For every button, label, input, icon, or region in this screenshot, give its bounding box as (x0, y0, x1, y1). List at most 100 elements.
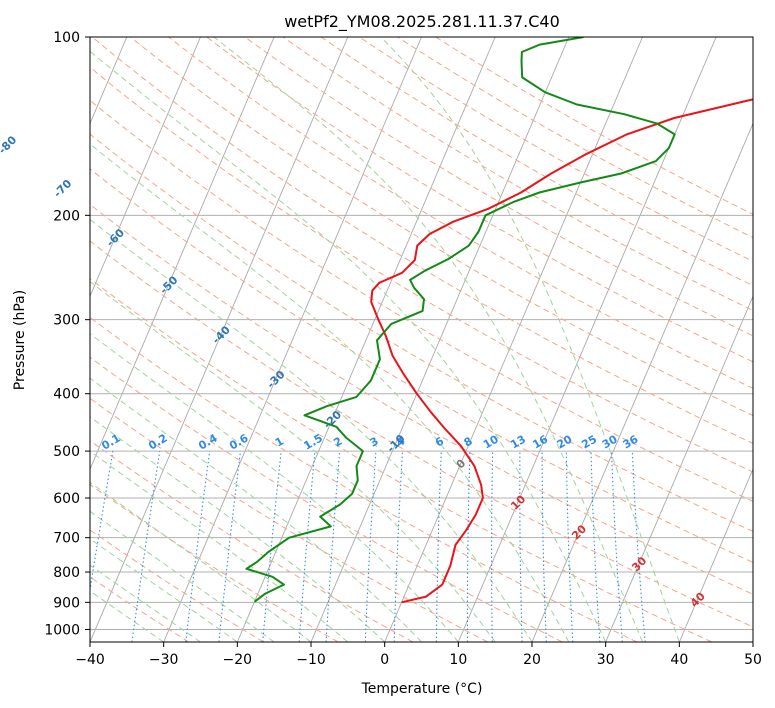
mixing-ratio-line (218, 451, 242, 642)
x-tick-label: 30 (597, 652, 615, 668)
moist-adiabat-line (90, 333, 459, 642)
isotherm-line (90, 37, 275, 471)
moist-adiabat-line (90, 50, 607, 642)
mixing-ratio-line (325, 451, 341, 642)
x-tick-label: −20 (223, 652, 253, 668)
moist-adiabat-line (213, 37, 643, 642)
y-tick-label: 1000 (44, 622, 80, 638)
moist-adiabat-line (90, 280, 496, 642)
mixing-ratio-line (262, 451, 282, 642)
mixing-ratio-line (590, 451, 601, 642)
y-tick-label: 300 (53, 313, 80, 329)
mixing-ratio-line (519, 451, 523, 642)
x-axis-ticks: −40 −30 −20 −10 0 10 20 30 40 50 (75, 642, 762, 668)
isotherm-line (236, 37, 496, 642)
y-tick-label: 500 (53, 444, 80, 460)
mixing-ratio-label: 3 (368, 435, 381, 450)
mixing-ratio-line (565, 451, 574, 642)
isotherm-line (605, 295, 753, 642)
mixing-ratio-label: 36 (621, 432, 641, 451)
mixing-ratio-label: 16 (530, 432, 550, 451)
y-tick-label: 800 (53, 565, 80, 581)
dry-adiabat-line (90, 99, 753, 502)
mixing-ratio-line (90, 451, 114, 594)
moist-adiabat-line (90, 538, 238, 642)
x-axis-title: Temperature (°C) (361, 681, 483, 697)
mixing-ratio-label: 0.2 (146, 432, 169, 453)
dry-adiabat-line (244, 37, 753, 337)
dry-adiabat-line (90, 397, 488, 642)
y-tick-label: 100 (53, 30, 80, 46)
dry-adiabat-line (90, 168, 753, 563)
dry-adiabat-line (168, 37, 753, 389)
mixing-ratio-line (298, 451, 316, 642)
isotherm-label: 20 (569, 522, 589, 542)
dry-adiabat-line (282, 37, 753, 312)
y-tick-label: 400 (53, 387, 80, 403)
isotherm-line (752, 640, 753, 642)
isotherm-label: -70 (51, 177, 74, 200)
dry-adiabat-line (90, 203, 753, 595)
y-tick-label: 900 (53, 595, 80, 611)
mixing-ratio-label: 6 (433, 434, 446, 449)
isotherm-label: -10 (384, 432, 407, 455)
x-tick-label: 10 (449, 652, 467, 668)
mixing-ratio-label: 1.5 (301, 432, 324, 453)
temperature-profile-line (370, 98, 753, 604)
mixing-ratio-label: 2 (331, 435, 344, 450)
isotherm-line (90, 37, 201, 298)
isotherm-label: -80 (0, 133, 19, 156)
dry-adiabat-line (435, 37, 753, 215)
x-tick-label: −10 (296, 652, 326, 668)
dry-adiabat-line (90, 240, 753, 628)
isotherm-line (531, 122, 753, 642)
moist-adiabat-line (90, 218, 533, 642)
x-tick-label: 50 (744, 652, 762, 668)
plot-frame (89, 36, 754, 643)
dry-adiabat-line (90, 356, 563, 642)
dry-adiabat-line (90, 66, 753, 473)
y-tick-label: 700 (53, 531, 80, 547)
isotherm-label: 30 (629, 554, 649, 574)
dry-adiabat-line (90, 316, 638, 642)
mixing-ratio-label: 0.6 (227, 431, 251, 452)
mixing-ratio-line (631, 451, 646, 642)
isotherm-line (163, 37, 422, 642)
y-axis-ticks: 100 200 300 400 500 600 700 800 900 1000 (44, 30, 90, 638)
dry-adiabat-line (91, 37, 753, 444)
mixing-ratio-label: 0.4 (196, 431, 220, 452)
dry-adiabat-line (206, 37, 753, 363)
mixing-ratio-label: 1 (273, 435, 286, 450)
isotherm-line (384, 37, 643, 642)
mixing-ratio-line (131, 451, 161, 642)
x-tick-label: 0 (380, 652, 389, 668)
moist-adiabat-line (90, 143, 570, 642)
y-tick-label: 600 (53, 491, 80, 507)
y-axis-title: Pressure (hPa) (12, 290, 28, 390)
isotherm-label: -50 (157, 273, 180, 296)
moist-adiabat-line (90, 564, 201, 642)
mixing-ratio-line (393, 451, 404, 642)
isotherm-label: -30 (264, 368, 287, 391)
dry-adiabat-line (90, 440, 414, 642)
mixing-ratio-line (185, 451, 211, 642)
mixing-ratio-line (364, 451, 377, 642)
x-tick-label: −40 (75, 652, 105, 668)
isotherm-label: 40 (688, 590, 708, 610)
isotherm-label: -40 (210, 323, 233, 346)
isotherm-line (678, 467, 753, 642)
dry-adiabat-line (130, 37, 753, 417)
mixing-ratio-line (491, 451, 494, 642)
mixing-ratio-line (435, 451, 442, 642)
sounding-profiles (245, 37, 753, 604)
mixing-ratio-label: 13 (508, 433, 528, 452)
x-tick-label: −30 (149, 652, 179, 668)
mixing-ratio-line (466, 451, 471, 642)
dry-adiabat-line (90, 278, 712, 642)
isotherm-label: -20 (321, 408, 344, 431)
chart-title: wetPf2_YM08.2025.281.11.37.C40 (284, 12, 560, 32)
dewpoint-profile-line (245, 37, 676, 603)
mixing-ratio-line (610, 451, 623, 642)
moist-adiabat-line (380, 37, 680, 642)
